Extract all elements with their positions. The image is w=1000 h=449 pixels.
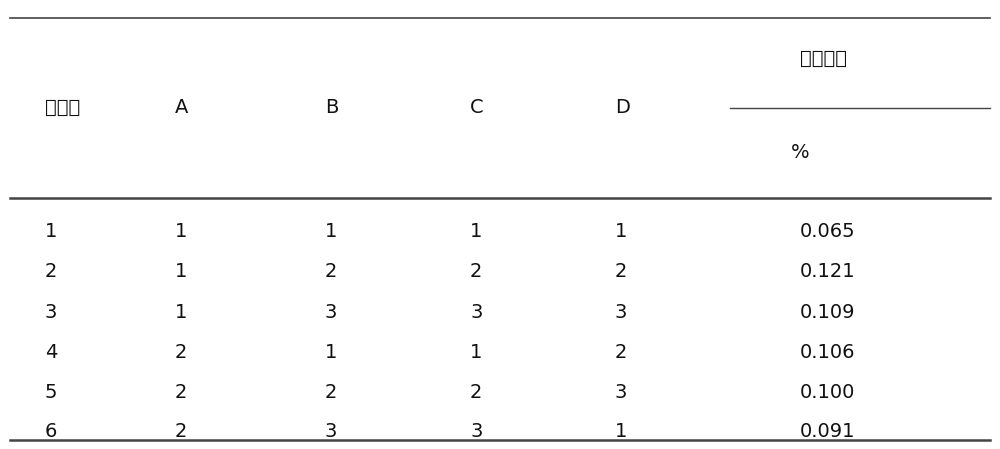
Text: 2: 2 (470, 262, 482, 281)
Text: 1: 1 (175, 262, 187, 281)
Text: 0.091: 0.091 (800, 422, 856, 440)
Text: 1: 1 (325, 343, 337, 362)
Text: 0.065: 0.065 (800, 222, 856, 241)
Text: 0.100: 0.100 (800, 383, 855, 402)
Text: 0.121: 0.121 (800, 262, 856, 281)
Text: %: % (791, 143, 809, 162)
Text: 3: 3 (325, 422, 337, 440)
Text: 1: 1 (615, 222, 627, 241)
Text: 3: 3 (470, 422, 482, 440)
Text: C: C (470, 98, 484, 117)
Text: 5: 5 (45, 383, 58, 402)
Text: 1: 1 (325, 222, 337, 241)
Text: 1: 1 (470, 343, 482, 362)
Text: A: A (175, 98, 188, 117)
Text: B: B (325, 98, 338, 117)
Text: 3: 3 (45, 303, 57, 321)
Text: 3: 3 (615, 383, 627, 402)
Text: 2: 2 (175, 383, 187, 402)
Text: 2: 2 (615, 262, 627, 281)
Text: 2: 2 (175, 343, 187, 362)
Text: 1: 1 (175, 222, 187, 241)
Text: 2: 2 (175, 422, 187, 440)
Text: 0.109: 0.109 (800, 303, 856, 321)
Text: 2: 2 (325, 262, 337, 281)
Text: 缧基含量: 缧基含量 (800, 49, 847, 68)
Text: 3: 3 (615, 303, 627, 321)
Text: 1: 1 (175, 303, 187, 321)
Text: 4: 4 (45, 343, 57, 362)
Text: 1: 1 (470, 222, 482, 241)
Text: 6: 6 (45, 422, 57, 440)
Text: 2: 2 (470, 383, 482, 402)
Text: 2: 2 (615, 343, 627, 362)
Text: 0.106: 0.106 (800, 343, 856, 362)
Text: D: D (615, 98, 630, 117)
Text: 2: 2 (325, 383, 337, 402)
Text: 3: 3 (470, 303, 482, 321)
Text: 3: 3 (325, 303, 337, 321)
Text: 1: 1 (45, 222, 57, 241)
Text: 试验号: 试验号 (45, 98, 80, 117)
Text: 1: 1 (615, 422, 627, 440)
Text: 2: 2 (45, 262, 57, 281)
